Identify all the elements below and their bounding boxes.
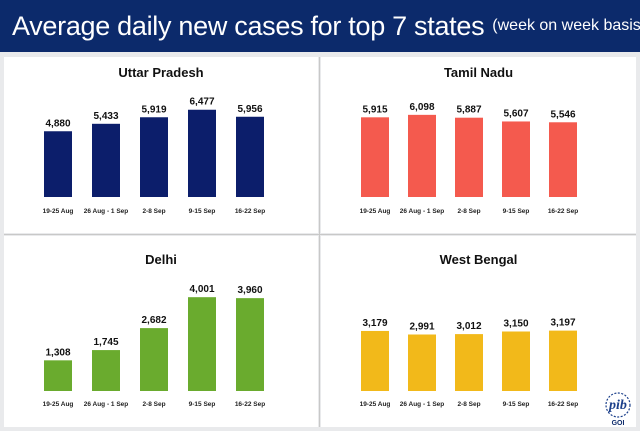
category-label-west-bengal-4: 9-15 Sep [503,401,530,408]
value-label-delhi-4: 4,001 [189,284,214,295]
value-label-west-bengal-2: 2,991 [409,322,434,333]
category-label-west-bengal-5: 16-22 Sep [548,401,578,408]
value-label-tamil-nadu-5: 5,546 [550,109,575,120]
category-label-tamil-nadu-4: 9-15 Sep [503,208,530,215]
bar-west-bengal-3 [455,334,483,391]
value-label-tamil-nadu-3: 5,887 [456,105,481,116]
page-title: Average daily new cases for top 7 states [12,10,485,41]
value-label-delhi-2: 1,745 [93,337,118,348]
bar-west-bengal-1 [361,330,389,391]
category-label-delhi-2: 26 Aug - 1 Sep [84,401,129,408]
bar-tamil-nadu-3 [455,117,483,197]
logo-text: pib [608,398,627,413]
category-label-west-bengal-1: 19-25 Aug [360,401,391,408]
panel-tamil-nadu: Tamil Nadu 5,915 19-25 Aug 6,098 26 Aug - 1 … [321,57,636,233]
value-label-uttar-pradesh-1: 4,880 [45,118,70,129]
vertical-divider [319,57,320,427]
value-label-tamil-nadu-4: 5,607 [503,108,528,119]
logo-ring [605,392,631,418]
value-label-delhi-5: 3,960 [237,285,262,296]
chart-delhi: Delhi 1,308 19-25 Aug 1,745 26 Aug - 1 Sep 2,… [43,252,266,408]
value-label-uttar-pradesh-3: 5,919 [141,104,166,115]
bar-tamil-nadu-2 [408,114,436,197]
pib-logo: pib GOI [605,392,631,427]
category-label-uttar-pradesh-5: 16-22 Sep [235,208,265,215]
chart-west-bengal: West Bengal 3,179 19-25 Aug 2,991 26 Aug - 1… [360,252,579,408]
chart-tamil-nadu: Tamil Nadu 5,915 19-25 Aug 6,098 26 Aug - 1 … [360,65,579,215]
bar-delhi-5 [236,298,264,391]
bar-delhi-1 [44,360,72,391]
bar-uttar-pradesh-3 [140,117,168,197]
value-label-delhi-3: 2,682 [141,315,166,326]
chart-title-uttar-pradesh: Uttar Pradesh [118,65,203,80]
bar-west-bengal-4 [502,331,530,391]
panel-delhi: Delhi 1,308 19-25 Aug 1,745 26 Aug - 1 Sep 2,… [4,236,318,427]
category-label-tamil-nadu-1: 19-25 Aug [360,208,391,215]
bar-uttar-pradesh-1 [44,131,72,197]
category-label-tamil-nadu-3: 2-8 Sep [457,208,480,215]
bar-tamil-nadu-5 [549,122,577,197]
chart-title-tamil-nadu: Tamil Nadu [444,65,513,80]
category-label-delhi-3: 2-8 Sep [142,401,165,408]
bar-delhi-3 [140,328,168,391]
value-label-tamil-nadu-1: 5,915 [362,104,387,115]
bar-uttar-pradesh-2 [92,123,120,197]
value-label-west-bengal-1: 3,179 [362,318,387,329]
logo-sub: GOI [612,420,625,427]
category-label-west-bengal-2: 26 Aug - 1 Sep [400,401,445,408]
category-label-delhi-1: 19-25 Aug [43,401,74,408]
bar-tamil-nadu-4 [502,121,530,197]
value-label-uttar-pradesh-5: 5,956 [237,104,262,115]
category-label-delhi-4: 9-15 Sep [189,401,216,408]
page-subtitle: (week on week basis) [492,17,640,34]
bar-uttar-pradesh-5 [236,116,264,197]
category-label-uttar-pradesh-4: 9-15 Sep [189,208,216,215]
chart-title-delhi: Delhi [145,252,177,267]
bar-tamil-nadu-1 [361,117,389,197]
panel-west-bengal: West Bengal 3,179 19-25 Aug 2,991 26 Aug - 1… [321,236,636,427]
value-label-west-bengal-5: 3,197 [550,318,575,329]
bar-west-bengal-5 [549,330,577,391]
chart-title-west-bengal: West Bengal [440,252,518,267]
category-label-uttar-pradesh-1: 19-25 Aug [43,208,74,215]
value-label-tamil-nadu-2: 6,098 [409,102,434,113]
value-label-west-bengal-3: 3,012 [456,321,481,332]
bar-west-bengal-2 [408,334,436,391]
chart-uttar-pradesh: Uttar Pradesh 4,880 19-25 Aug 5,433 26 Aug -… [43,65,266,215]
panel-uttar-pradesh: Uttar Pradesh 4,880 19-25 Aug 5,433 26 Aug -… [4,57,318,233]
bar-uttar-pradesh-4 [188,109,216,197]
category-label-tamil-nadu-5: 16-22 Sep [548,208,578,215]
value-label-uttar-pradesh-2: 5,433 [93,111,118,122]
value-label-west-bengal-4: 3,150 [503,319,528,330]
bar-delhi-4 [188,297,216,391]
category-label-west-bengal-3: 2-8 Sep [457,401,480,408]
category-label-uttar-pradesh-3: 2-8 Sep [142,208,165,215]
category-label-tamil-nadu-2: 26 Aug - 1 Sep [400,208,445,215]
header-bar: Average daily new cases for top 7 states… [0,0,640,52]
category-label-uttar-pradesh-2: 26 Aug - 1 Sep [84,208,129,215]
category-label-delhi-5: 16-22 Sep [235,401,265,408]
value-label-uttar-pradesh-4: 6,477 [189,97,214,108]
horizontal-divider [4,234,636,235]
bar-delhi-2 [92,350,120,391]
value-label-delhi-1: 1,308 [45,347,70,358]
